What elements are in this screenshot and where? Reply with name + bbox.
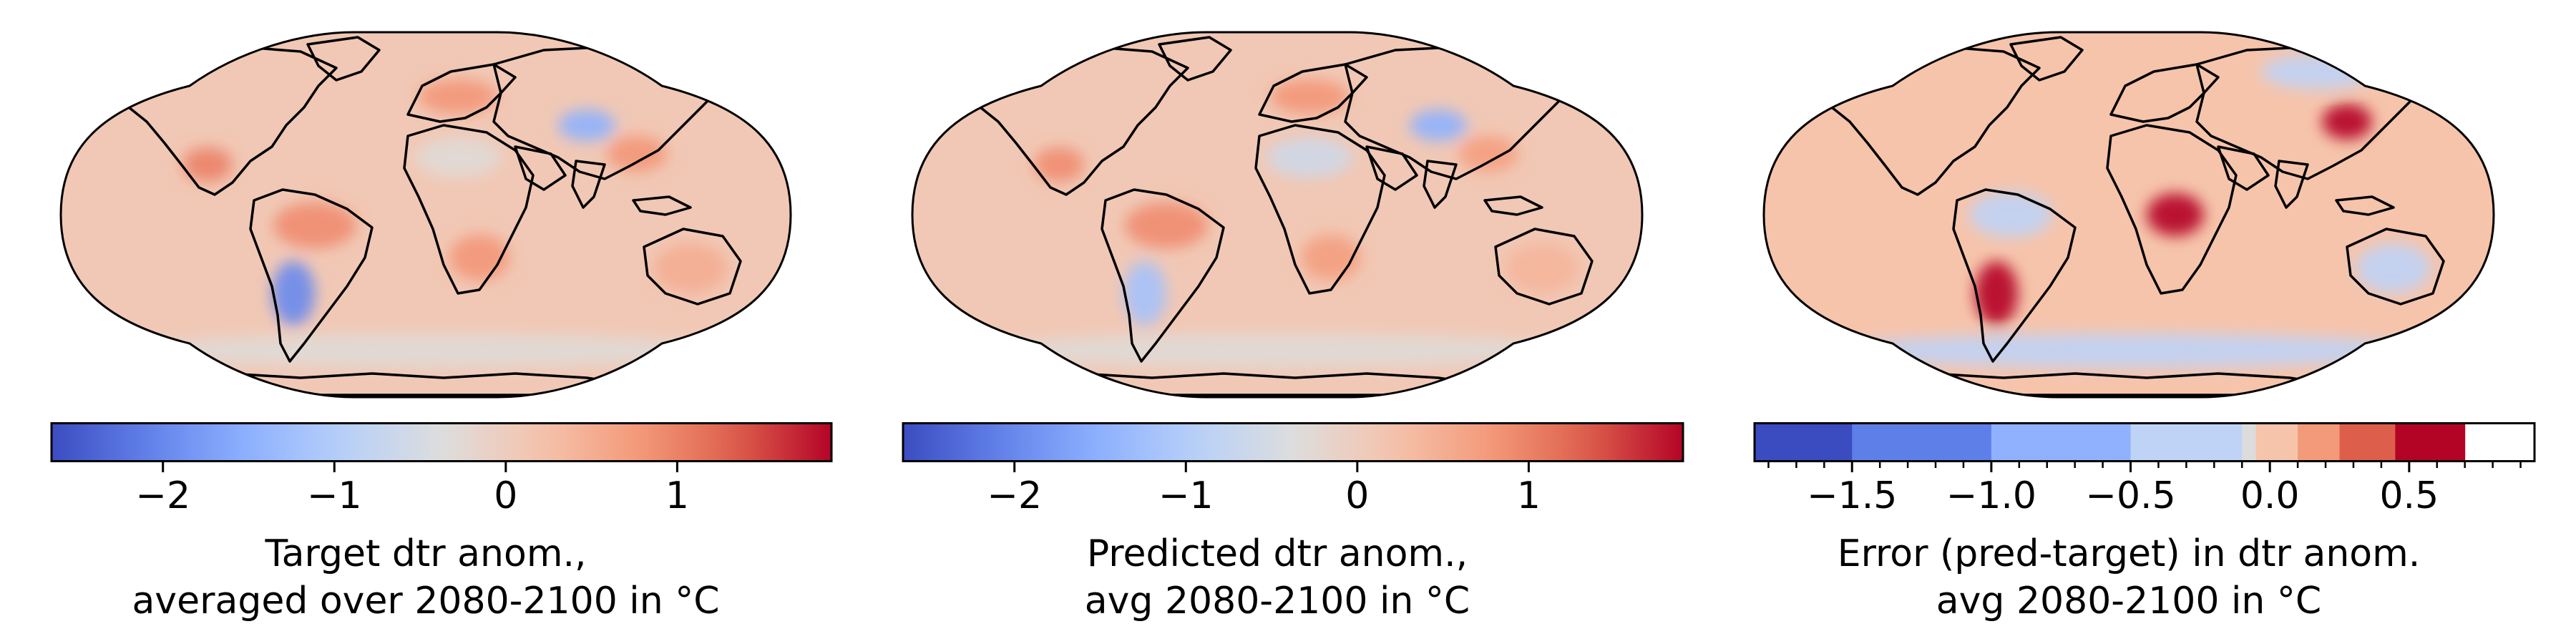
colorbar-segment (2130, 422, 2243, 462)
coastline (514, 145, 567, 191)
colorbar-segment (1755, 422, 1853, 462)
map-frame (911, 31, 1644, 399)
coastline (1015, 372, 1540, 396)
colorbar-tick-label: 0.5 (2379, 474, 2439, 517)
colorbar-label-line-2: avg 2080-2100 in °C (1936, 580, 2322, 623)
coastline (1365, 145, 1418, 191)
anomaly-region (1267, 137, 1352, 177)
anomaly-region (977, 333, 1578, 368)
coastline (163, 372, 688, 396)
colorbar-frame (1753, 422, 2536, 462)
colorbar: −2 −1 0 1 (902, 422, 1684, 517)
colorbar-segment (2298, 422, 2340, 462)
anomaly-region (1123, 261, 1166, 326)
anomaly-region (1969, 192, 2052, 238)
coastline (2346, 228, 2445, 306)
anomaly-region (1034, 147, 1084, 182)
coastline (1866, 372, 2391, 396)
panel-target: −2 −1 0 1 Target dtr anom., averaged over 2… (0, 0, 852, 644)
colorbar-tick-label: −1 (307, 474, 362, 517)
coastline (2335, 195, 2395, 216)
coastline (2217, 145, 2270, 191)
anomaly-region (125, 333, 726, 368)
colorbar-segment (1991, 422, 2132, 462)
anomaly-region (558, 109, 615, 141)
colorbar-label-line-2: avg 2080-2100 in °C (1084, 580, 1470, 623)
colorbar-frame (902, 422, 1684, 462)
coastline (403, 124, 535, 295)
panel-error: −1.5 −1.0 −0.5 0.0 0.5 Error (pred-target) i… (1703, 0, 2555, 644)
colorbar-segment (2395, 422, 2466, 462)
anomaly-region (1975, 261, 2018, 326)
anomaly-region (272, 261, 315, 326)
colorbar-gradient (903, 422, 1683, 462)
colorbar-tick-label: −1.0 (1946, 474, 2036, 517)
anomaly-region (415, 137, 501, 177)
coastline (109, 45, 338, 196)
colorbar-segment (2242, 422, 2257, 462)
anomaly-region (2356, 243, 2431, 293)
colorbar-tick-label: −2 (135, 474, 190, 517)
coastline (632, 195, 692, 216)
colorbar-tick-label: −2 (987, 474, 1042, 517)
world-map (1762, 31, 2495, 399)
coastline (306, 36, 381, 82)
anomaly-region (653, 243, 728, 293)
colorbar-tick-label: 1 (1517, 474, 1541, 517)
world-map (911, 31, 1644, 399)
colorbar-tick-label: 0 (1345, 474, 1369, 517)
coastline (2009, 36, 2084, 82)
colorbar-label-line-1: Error (pred-target) in dtr anom. (1837, 532, 2421, 575)
anomaly-region (1828, 333, 2429, 368)
anomaly-region (419, 79, 497, 114)
colorbar-segment (2339, 422, 2396, 462)
coastline (1952, 188, 2077, 363)
coastline (961, 45, 1189, 196)
coastline (2109, 63, 2220, 123)
colorbar-tick-label: −1.5 (1807, 474, 1897, 517)
colorbar-label-line-1: Predicted dtr anom., (1086, 532, 1468, 575)
colorbar-label-line-1: Target dtr anom., (265, 532, 587, 575)
coastline (1483, 195, 1543, 216)
anomaly-region (1270, 79, 1349, 114)
anomaly-region (2322, 104, 2372, 140)
coastline (406, 63, 517, 123)
colorbar-segment (1852, 422, 1992, 462)
anomaly-region (607, 136, 667, 172)
coastline (1423, 160, 1458, 209)
coastline (643, 228, 742, 306)
anomaly-region (1410, 109, 1467, 141)
anomaly-region (273, 203, 356, 248)
colorbar-label-line-2: averaged over 2080-2100 in °C (132, 580, 720, 623)
coastline (1813, 45, 2041, 196)
anomaly-region (2147, 193, 2204, 236)
coastline (1101, 188, 1225, 363)
coastline (249, 188, 374, 363)
colorbar-segment (2255, 422, 2298, 462)
anomaly-region (1125, 203, 1208, 248)
coastline (2106, 124, 2238, 295)
world-map (59, 31, 792, 399)
panel-predicted: −2 −1 0 1 Predicted dtr anom., avg 2080-210… (852, 0, 1703, 644)
colorbar: −2 −1 0 1 (50, 422, 833, 517)
coastline (1158, 36, 1232, 82)
anomaly-region (182, 147, 233, 182)
colorbar-tick-label: −1 (1158, 474, 1214, 517)
anomaly-region (1505, 243, 1579, 293)
colorbar-tick-label: −0.5 (2085, 474, 2175, 517)
coastline (1254, 124, 1386, 295)
coastline (571, 160, 606, 209)
map-frame (1762, 31, 2495, 399)
coastline (2274, 160, 2309, 209)
colorbar-tick-label: 1 (665, 474, 689, 517)
colorbar: −1.5 −1.0 −0.5 0.0 0.5 (1753, 422, 2536, 517)
colorbar-tick-label: 0.0 (2240, 474, 2300, 517)
anomaly-region (1458, 136, 1518, 172)
colorbar-gradient (52, 422, 831, 462)
coastline (1258, 63, 1368, 123)
coastline (1494, 228, 1594, 306)
colorbar-tick-label: 0 (494, 474, 517, 517)
map-frame (59, 31, 792, 399)
colorbar-frame (50, 422, 833, 462)
